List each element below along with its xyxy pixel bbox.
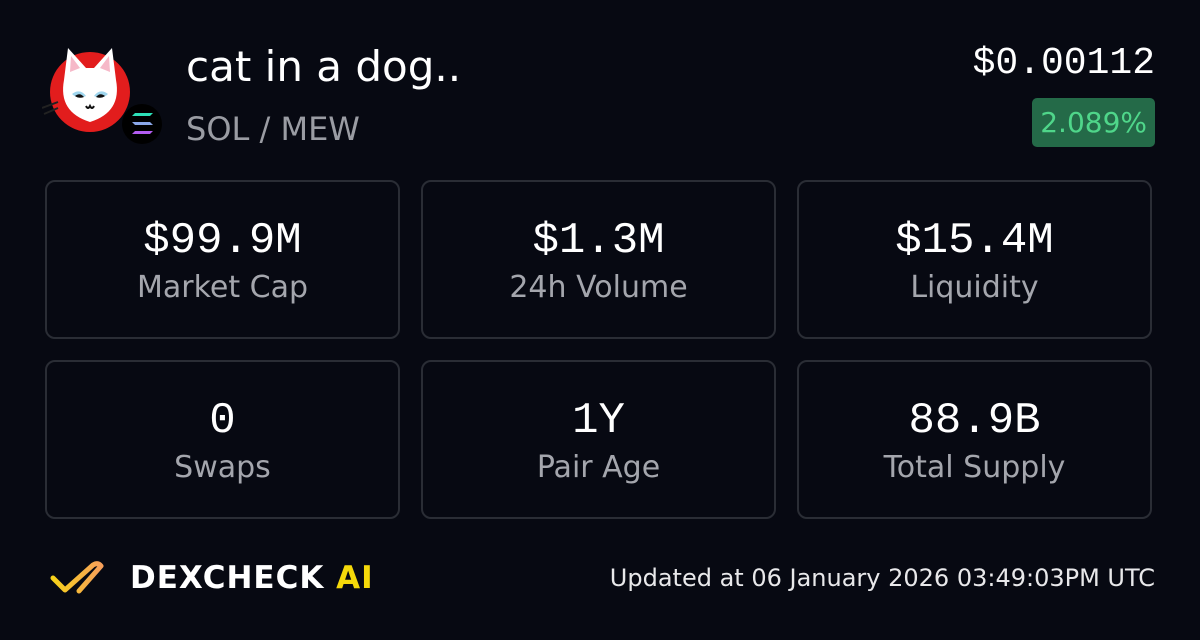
stat-label: Swaps bbox=[174, 450, 271, 485]
dexcheck-logo: DEXCHECK AI bbox=[48, 560, 374, 596]
stat-card-swaps: 0 Swaps bbox=[45, 360, 400, 519]
stat-value: $99.9M bbox=[143, 216, 302, 266]
token-pair: SOL / MEW bbox=[186, 110, 360, 148]
solana-icon bbox=[122, 104, 162, 144]
stat-card-total-supply: 88.9B Total Supply bbox=[797, 360, 1152, 519]
stat-value: 1Y bbox=[572, 396, 625, 446]
brand-name: DEXCHECK bbox=[130, 560, 325, 596]
updated-timestamp: Updated at 06 January 2026 03:49:03PM UT… bbox=[609, 564, 1155, 592]
price-change-badge: 2.089% bbox=[1032, 98, 1155, 147]
stat-label: Total Supply bbox=[883, 450, 1066, 485]
stat-value: 88.9B bbox=[908, 396, 1041, 446]
stat-label: 24h Volume bbox=[509, 270, 688, 305]
stats-grid: $99.9M Market Cap $1.3M 24h Volume $15.4M L… bbox=[45, 180, 1152, 519]
token-logo-icon bbox=[42, 48, 130, 132]
stat-card-pair-age: 1Y Pair Age bbox=[421, 360, 776, 519]
stat-value: $15.4M bbox=[895, 216, 1054, 266]
token-price: $0.00112 bbox=[972, 42, 1155, 85]
checkmark-logo-icon bbox=[50, 561, 104, 594]
token-name: cat in a dog.. bbox=[186, 42, 462, 91]
brand-ai: AI bbox=[336, 560, 374, 596]
stat-card-market-cap: $99.9M Market Cap bbox=[45, 180, 400, 339]
stat-value: $1.3M bbox=[532, 216, 665, 266]
stat-label: Market Cap bbox=[136, 270, 309, 305]
stat-label: Liquidity bbox=[910, 270, 1039, 305]
stat-card-24h-volume: $1.3M 24h Volume bbox=[421, 180, 776, 339]
stat-label: Pair Age bbox=[536, 450, 661, 485]
stat-card-liquidity: $15.4M Liquidity bbox=[797, 180, 1152, 339]
stat-value: 0 bbox=[209, 396, 236, 446]
